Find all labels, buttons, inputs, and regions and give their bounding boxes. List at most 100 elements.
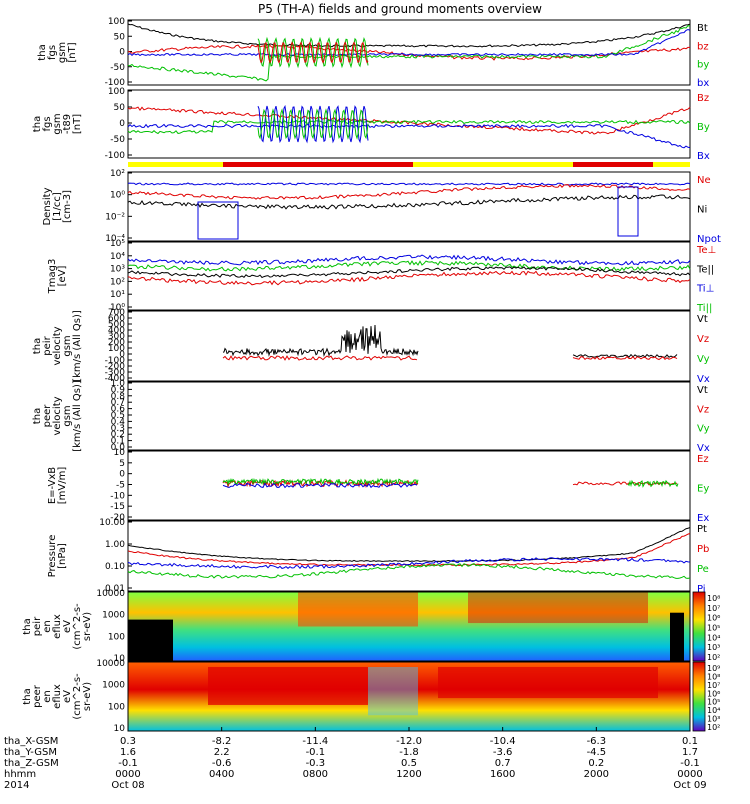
x-axis-row-label: tha_Y-GSM	[4, 747, 57, 758]
series-Ti-par	[127, 260, 691, 272]
x-tick-label: -0.1	[118, 758, 138, 769]
y-tick-label: 300	[108, 332, 125, 342]
panel-frame	[127, 591, 691, 662]
legend-Bz: Bz	[697, 93, 709, 104]
y-tick-label: 0	[119, 470, 125, 480]
spectrogram-band	[368, 667, 418, 716]
ylabel-line: [nT]	[72, 114, 83, 134]
npot-dropout	[197, 201, 239, 240]
mode-bar-segment	[128, 162, 223, 167]
spectrogram-nodata	[670, 612, 684, 661]
series-Vz	[222, 355, 418, 361]
x-tick-label: -8.2	[212, 736, 232, 747]
oscillation-bz	[257, 41, 369, 64]
panel-frame	[127, 89, 691, 159]
panel-frame	[127, 310, 691, 382]
legend-Vt: Vt	[697, 314, 708, 325]
y-tick-label: 10⁻²	[105, 212, 125, 222]
x-tick-label: -0.1	[680, 758, 700, 769]
ylabel-line: [nPa]	[57, 543, 68, 569]
ylabel-line: [eV]	[57, 266, 68, 287]
x-tick-label: 1200	[396, 769, 421, 780]
ylabel-line: [nT]	[67, 42, 78, 62]
spectrogram-nodata	[128, 619, 173, 661]
y-tick-label: -100	[105, 151, 126, 161]
spectrogram-band	[468, 592, 648, 624]
series-Vz-late	[572, 355, 678, 361]
x-axis-row-label: 2014	[4, 780, 29, 791]
y-tick-label: 500	[108, 320, 125, 330]
ylabel-line: [mV/m]	[57, 467, 68, 505]
legend-By: By	[697, 122, 710, 133]
x-tick-label: 0.2	[588, 758, 604, 769]
x-tick-label: 0.3	[120, 736, 136, 747]
legend-Pb: Pb	[697, 544, 709, 555]
y-tick-label: 1.0	[111, 379, 126, 389]
legend-Ni: Ni	[697, 205, 707, 216]
legend-Ez: Ez	[697, 454, 709, 465]
y-tick-label: 0.8	[111, 392, 126, 402]
legend-Bx: Bx	[697, 151, 710, 162]
y-tick-label: 0.01	[105, 584, 125, 594]
series-Pi	[127, 556, 691, 570]
colorbar-tick-label: 10³	[707, 715, 720, 724]
x-tick-label: 1.6	[120, 747, 136, 758]
series-bx	[127, 28, 691, 57]
y-tick-label: 10000	[96, 659, 125, 669]
y-tick-label: 10	[114, 448, 126, 458]
legend-Ti⊥: Ti⊥	[696, 284, 714, 295]
legend-Ti||: Ti||	[696, 303, 712, 314]
y-tick-label: 400	[108, 326, 125, 336]
y-tick-label: -10	[110, 491, 125, 501]
y-tick-label: 0.4	[111, 417, 126, 427]
y-tick-label: 10.00	[99, 518, 125, 528]
y-tick-label: 50	[114, 103, 126, 113]
oscillation-Bx	[257, 104, 369, 144]
legend-Pe: Pe	[697, 564, 709, 575]
legend-Vx: Vx	[697, 443, 710, 454]
mode-bar-segment	[413, 162, 573, 167]
y-tick-label: 0.5	[111, 411, 125, 421]
y-tick-label: 10000	[96, 589, 125, 599]
legend-Vy: Vy	[697, 354, 710, 365]
x-tick-label: -3.6	[493, 747, 513, 758]
mode-bar-segment	[573, 162, 653, 167]
spectrogram-band	[208, 667, 368, 705]
panel-ylabel: thapeervelocitygsm[km/s (All Qs)]	[32, 380, 83, 452]
legend-bx: bx	[697, 78, 709, 89]
legend-Vt: Vt	[697, 385, 708, 396]
panel-frame	[127, 450, 691, 521]
ylabel-line: eV	[62, 620, 73, 633]
y-tick-label: 100	[108, 632, 125, 642]
y-tick-label: 0.9	[111, 385, 126, 395]
y-tick-label: 0.2	[111, 430, 125, 440]
series-Te-perp	[127, 270, 691, 286]
y-tick-label: -15	[110, 502, 125, 512]
y-tick-label: 700	[108, 308, 125, 318]
ylabel-line: tha	[22, 618, 33, 634]
y-tick-label: 10⁰	[110, 191, 125, 201]
y-tick-label: 10¹	[110, 290, 125, 300]
series-Vt	[222, 324, 419, 358]
x-tick-label: 0.1	[682, 736, 698, 747]
colorbar-tick-label: 10⁸	[707, 672, 720, 681]
series-Ni	[127, 194, 691, 210]
ylabel-line: E=-VxB	[47, 467, 58, 504]
ylabel-line: gsm	[57, 42, 68, 63]
colorbar-tick-label: 10⁵	[707, 698, 720, 707]
y-tick-label: 0.6	[111, 405, 126, 415]
series-Te-par	[127, 266, 691, 279]
y-tick-label: 0.3	[111, 424, 125, 434]
panel-frame	[127, 520, 691, 592]
ylabel-line: (cm^2-s-	[72, 603, 83, 650]
series-Pb	[127, 533, 691, 567]
ylabel-line: en	[42, 620, 53, 633]
series-Npot	[127, 182, 691, 186]
colorbar-tick-label: 10⁵	[707, 624, 720, 633]
series-by	[127, 25, 691, 82]
panel-ylabel: thafgsgsm-t89[nT]	[32, 113, 83, 134]
y-tick-label: 10⁰	[110, 303, 125, 313]
panel-peer_spec: thapeerenefluxeV(cm^2-s-sr-eV)1000010001…	[22, 659, 720, 734]
